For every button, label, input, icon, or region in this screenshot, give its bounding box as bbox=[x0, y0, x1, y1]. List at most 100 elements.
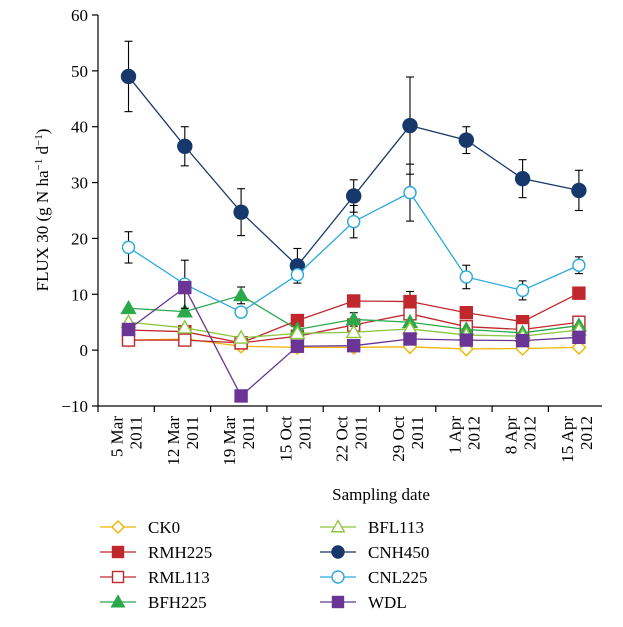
data-point-bfl113 bbox=[345, 323, 362, 339]
y-axis-label-part: −1 bbox=[33, 134, 45, 146]
y-tick-labels: −10 0 10 20 30 40 50 60 bbox=[61, 6, 88, 416]
x-tick-label-year: 2011 bbox=[127, 416, 146, 449]
x-tick-label-year: 2011 bbox=[183, 416, 202, 449]
series-wdl bbox=[121, 280, 586, 403]
data-point-wdl bbox=[121, 322, 136, 337]
data-point-cnl225 bbox=[572, 258, 586, 272]
legend-label: CNL225 bbox=[368, 568, 428, 587]
x-tick-label-year: 2012 bbox=[521, 416, 540, 450]
y-tick-label: 10 bbox=[71, 285, 88, 304]
legend-marker-rml113 bbox=[111, 570, 125, 584]
x-tick-label: 5 Mar bbox=[108, 416, 127, 457]
y-tick-label: 50 bbox=[71, 62, 88, 81]
data-point-wdl bbox=[290, 339, 305, 353]
x-tick-label: 12 Mar bbox=[164, 416, 183, 466]
legend-item-wdl: WDL bbox=[320, 593, 407, 612]
legend-marker-wdl bbox=[331, 595, 345, 609]
data-point-bfl113 bbox=[232, 329, 250, 344]
x-tick-labels: 5 Mar 2011 12 Mar 2011 19 Mar 2011 15 Oct 2011 2… bbox=[108, 416, 596, 466]
data-point-bfh225 bbox=[176, 303, 193, 318]
data-point-cnl225 bbox=[234, 305, 248, 319]
data-point-wdl bbox=[403, 332, 417, 346]
x-axis-label: Sampling date bbox=[332, 485, 430, 504]
legend-label: RMH225 bbox=[148, 543, 212, 562]
legend-marker-bfh225 bbox=[110, 594, 126, 608]
data-point-wdl bbox=[234, 389, 248, 403]
data-point-cnl225 bbox=[347, 214, 361, 229]
legend-label: BFL113 bbox=[368, 518, 424, 537]
data-point-cnh450 bbox=[402, 117, 418, 134]
legend-marker-bfl113 bbox=[330, 519, 346, 533]
x-tick-label-year: 2011 bbox=[239, 416, 258, 449]
data-point-rmh225 bbox=[347, 294, 361, 308]
legend-label: RML113 bbox=[148, 568, 210, 587]
legend-marker-rmh225 bbox=[111, 545, 125, 559]
legend-item-ck0: CK0 bbox=[100, 518, 180, 537]
legend-item-bfl113: BFL113 bbox=[320, 518, 424, 537]
x-tick-label: 19 Mar bbox=[220, 416, 239, 466]
legend-item-cnl225: CNL225 bbox=[320, 568, 428, 587]
data-point-wdl bbox=[515, 333, 530, 348]
y-tick-label: 0 bbox=[80, 341, 89, 360]
data-point-cnl225 bbox=[515, 283, 530, 298]
data-point-ck0 bbox=[571, 339, 587, 355]
x-tick-label: 15 Apr bbox=[558, 416, 577, 463]
x-tick-label-year: 2011 bbox=[295, 416, 314, 449]
data-point-wdl bbox=[178, 280, 192, 295]
series-cnh450 bbox=[120, 40, 587, 284]
data-point-wdl bbox=[347, 338, 361, 353]
y-tick-label: 60 bbox=[71, 6, 88, 25]
legend-label: CK0 bbox=[148, 518, 180, 537]
data-point-bfh225 bbox=[120, 299, 137, 315]
data-point-rmh225 bbox=[572, 286, 586, 300]
y-tick-label: −10 bbox=[61, 397, 88, 416]
data-point-cnl225 bbox=[290, 268, 305, 282]
data-point-cnl225 bbox=[459, 270, 473, 284]
data-point-ck0 bbox=[458, 341, 474, 357]
data-point-cnh450 bbox=[233, 204, 249, 220]
x-tick-label: 22 Oct bbox=[333, 416, 352, 462]
x-tick-label-year: 2012 bbox=[464, 416, 483, 450]
legend-label: CNH450 bbox=[368, 543, 429, 562]
legend-label: BFH225 bbox=[148, 593, 207, 612]
y-axis-label-part: −1 bbox=[33, 159, 45, 171]
y-tick-label: 30 bbox=[71, 174, 88, 193]
series-cnl225 bbox=[121, 163, 586, 319]
data-point-rml113 bbox=[178, 333, 192, 347]
y-axis-label-part: FLUX 30 (g N ha bbox=[33, 170, 52, 291]
legend-item-rml113: RML113 bbox=[100, 568, 210, 587]
series-layer bbox=[120, 40, 588, 403]
data-point-cnh450 bbox=[120, 68, 137, 85]
x-tick-label: 8 Apr bbox=[502, 416, 521, 455]
x-tick-label-year: 2011 bbox=[408, 416, 427, 449]
y-axis-label-part: ) bbox=[33, 129, 52, 135]
data-point-rmh225 bbox=[403, 294, 417, 309]
legend-marker-cnl225 bbox=[331, 570, 345, 584]
data-point-cnh450 bbox=[514, 170, 531, 187]
x-tick-label: 15 Oct bbox=[276, 416, 295, 462]
chart-axes bbox=[92, 14, 602, 412]
data-point-rmh225 bbox=[459, 306, 473, 320]
data-point-cnh450 bbox=[177, 138, 193, 154]
data-point-bfl113 bbox=[176, 319, 193, 334]
data-point-wdl bbox=[572, 330, 586, 344]
y-axis-label-part: d bbox=[33, 146, 52, 159]
data-point-wdl bbox=[459, 333, 473, 347]
legend-label: WDL bbox=[368, 593, 407, 612]
legend-item-rmh225: RMH225 bbox=[100, 543, 212, 562]
legend: CK0 RMH225 RML113 BFH225 BFL113 CNH450 CNL225 W… bbox=[100, 518, 429, 612]
x-tick-label-year: 2011 bbox=[352, 416, 371, 449]
legend-item-cnh450: CNH450 bbox=[320, 543, 429, 562]
legend-marker-cnh450 bbox=[331, 545, 345, 559]
data-point-cnh450 bbox=[458, 132, 474, 148]
y-tick-label: 40 bbox=[71, 118, 88, 137]
x-tick-label-year: 2012 bbox=[577, 416, 596, 450]
data-point-cnl225 bbox=[121, 240, 136, 255]
x-tick-label: 1 Apr bbox=[445, 416, 464, 455]
data-point-cnl225 bbox=[403, 185, 417, 200]
legend-item-bfh225: BFH225 bbox=[100, 593, 207, 612]
x-tick-label: 29 Oct bbox=[389, 416, 408, 462]
data-point-cnh450 bbox=[346, 188, 362, 204]
data-point-bfl113 bbox=[289, 325, 306, 340]
